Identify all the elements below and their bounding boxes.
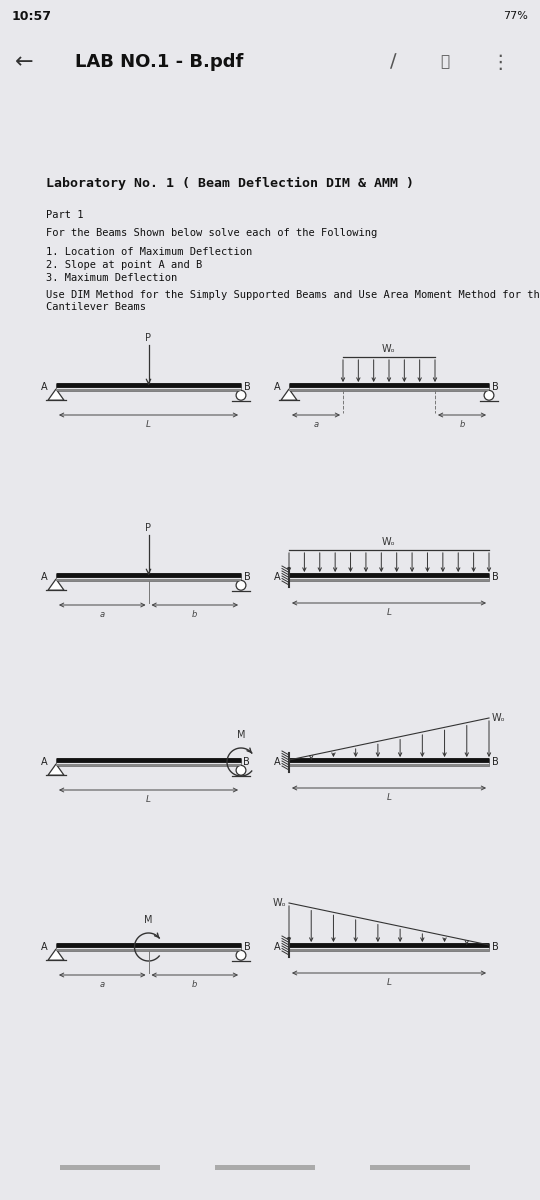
Text: A: A: [42, 382, 48, 392]
Text: A: A: [42, 757, 48, 767]
Polygon shape: [48, 578, 64, 590]
Circle shape: [484, 390, 494, 400]
Text: P: P: [145, 523, 152, 533]
Text: Wₒ: Wₒ: [382, 538, 396, 547]
Text: B: B: [244, 382, 251, 392]
Text: L: L: [387, 793, 392, 802]
Text: 10:57: 10:57: [12, 10, 52, 23]
Bar: [370, 1165, 470, 1170]
Text: A: A: [42, 942, 48, 952]
Text: Wₒ: Wₒ: [492, 713, 506, 722]
Circle shape: [236, 581, 246, 590]
Text: L: L: [146, 420, 151, 428]
Text: a: a: [100, 610, 105, 619]
Bar: [60, 1165, 160, 1170]
Text: B: B: [244, 572, 251, 582]
Text: LAB NO.1 - B.pdf: LAB NO.1 - B.pdf: [75, 53, 244, 71]
Text: 1. Location of Maximum Deflection: 1. Location of Maximum Deflection: [46, 247, 252, 257]
Circle shape: [236, 390, 246, 400]
Text: L: L: [146, 794, 151, 804]
Text: b: b: [460, 420, 465, 428]
Text: a: a: [313, 420, 319, 428]
Text: B: B: [492, 942, 499, 952]
Text: ⬜: ⬜: [440, 54, 449, 70]
Bar: [56, 384, 241, 391]
Circle shape: [236, 950, 246, 960]
Text: A: A: [274, 942, 281, 952]
Text: B: B: [492, 382, 499, 392]
Text: M: M: [144, 914, 153, 925]
Text: ←: ←: [15, 52, 33, 72]
Text: 2. Slope at point A and B: 2. Slope at point A and B: [46, 260, 202, 270]
Text: L: L: [387, 608, 392, 617]
Text: A: A: [274, 382, 281, 392]
Text: A: A: [42, 572, 48, 582]
Text: b: b: [192, 980, 198, 989]
Text: B: B: [492, 757, 499, 767]
Polygon shape: [281, 389, 297, 401]
Text: ∕: ∕: [390, 53, 396, 72]
Text: ⋮: ⋮: [490, 53, 510, 72]
Text: B: B: [244, 942, 251, 952]
Polygon shape: [48, 949, 64, 960]
Text: M: M: [237, 730, 245, 740]
Bar: [289, 574, 489, 581]
Text: L: L: [387, 978, 392, 986]
Text: A: A: [274, 757, 281, 767]
Text: a: a: [100, 980, 105, 989]
Bar: [289, 944, 489, 950]
Text: Wₒ: Wₒ: [272, 898, 286, 908]
Bar: [215, 1165, 315, 1170]
Polygon shape: [48, 764, 64, 775]
Bar: [289, 758, 489, 766]
Text: Laboratory No. 1 ( Beam Deflection DIM & AMM ): Laboratory No. 1 ( Beam Deflection DIM &…: [46, 176, 414, 190]
Text: Part 1: Part 1: [46, 210, 84, 220]
Polygon shape: [48, 389, 64, 401]
Bar: [56, 758, 241, 766]
Bar: [289, 384, 489, 391]
Bar: [56, 944, 241, 950]
Text: Use DIM Method for the Simply Supported Beams and Use Area Moment Method for the: Use DIM Method for the Simply Supported …: [46, 290, 540, 312]
Text: For the Beams Shown below solve each of the Following: For the Beams Shown below solve each of …: [46, 228, 377, 238]
Text: B: B: [243, 757, 249, 767]
Circle shape: [236, 766, 246, 775]
Text: 3. Maximum Deflection: 3. Maximum Deflection: [46, 272, 177, 283]
Bar: [56, 574, 241, 581]
Text: P: P: [145, 332, 152, 343]
Text: b: b: [192, 610, 198, 619]
Text: Wₒ: Wₒ: [382, 344, 396, 354]
Text: B: B: [492, 572, 499, 582]
Text: 77%: 77%: [503, 11, 528, 20]
Text: A: A: [274, 572, 281, 582]
